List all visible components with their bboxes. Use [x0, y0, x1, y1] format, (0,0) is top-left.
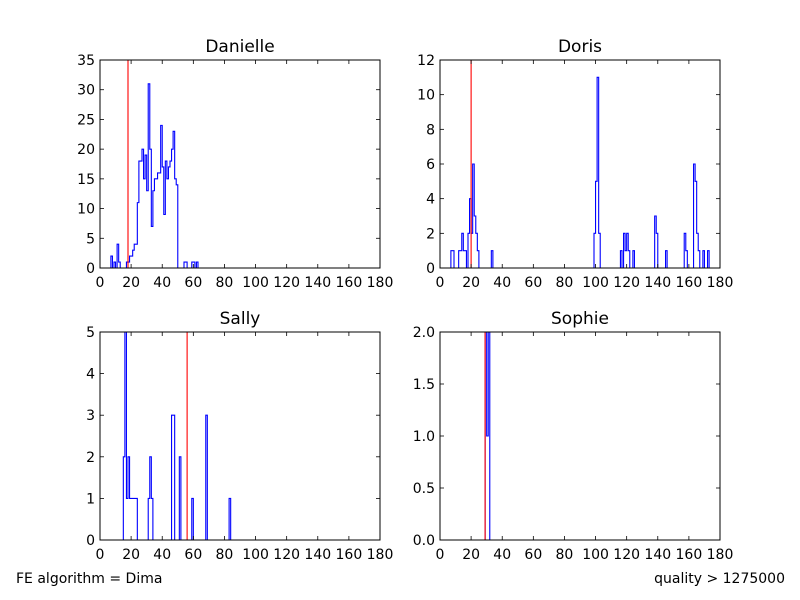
- x-tick-label: 160: [336, 547, 363, 563]
- y-tick-label: 20: [77, 142, 95, 158]
- plot-area: [440, 60, 720, 268]
- y-tick-label: 8: [426, 122, 435, 138]
- y-tick-label: 2: [86, 450, 95, 466]
- y-tick-label: 2: [426, 226, 435, 242]
- subplot-title: Doris: [558, 37, 602, 57]
- y-tick-label: 0: [426, 261, 435, 277]
- x-tick-label: 0: [96, 275, 105, 291]
- x-tick-label: 80: [216, 547, 234, 563]
- x-tick-label: 80: [556, 547, 574, 563]
- x-tick-label: 100: [582, 547, 609, 563]
- plot-frame: [439, 331, 721, 541]
- subplot-title: Danielle: [205, 37, 274, 57]
- plot-frame: [439, 59, 721, 269]
- histogram-outline: [484, 332, 491, 540]
- y-tick-label: 15: [77, 172, 95, 188]
- subplot-title: Sophie: [551, 309, 609, 329]
- y-tick-label: 6: [426, 157, 435, 173]
- y-tick-label: 2.0: [413, 325, 435, 341]
- x-tick-label: 120: [273, 547, 300, 563]
- y-tick-label: 30: [77, 83, 95, 99]
- x-tick-label: 40: [153, 547, 171, 563]
- histogram-series: [450, 60, 711, 268]
- x-tick-label: 120: [273, 275, 300, 291]
- x-tick-label: 140: [644, 275, 671, 291]
- x-tick-label: 60: [184, 275, 202, 291]
- histogram-series: [122, 332, 233, 540]
- subplot-doris: 0 20 40 60 80 100 120 140 160 180 0 2 4 6 8 10 12 Doris: [417, 37, 733, 291]
- x-tick-label: 120: [613, 275, 640, 291]
- plot-frame: [99, 331, 381, 541]
- x-tick-label: 160: [676, 547, 703, 563]
- x-tick-label: 40: [153, 275, 171, 291]
- x-tick-label: 140: [304, 547, 331, 563]
- x-tick-label: 20: [462, 275, 480, 291]
- y-tick-label: 1.5: [413, 377, 435, 393]
- x-tick-label: 140: [304, 275, 331, 291]
- y-tick-label: 1: [86, 491, 95, 507]
- x-tick-label: 20: [122, 275, 140, 291]
- subplot-sophie: 0 20 40 60 80 100 120 140 160 180 0.0 0.5 1.0 1.5 2.0 S…: [413, 309, 734, 563]
- y-tick-label: 5: [86, 325, 95, 341]
- plot-frame: [99, 59, 381, 269]
- x-tick-label: 160: [676, 275, 703, 291]
- plot-area: [100, 332, 380, 540]
- footer-algorithm-label: FE algorithm = Dima: [16, 571, 163, 587]
- y-tick-label: 10: [77, 202, 95, 218]
- x-tick-label: 120: [613, 547, 640, 563]
- y-tick-label: 4: [426, 192, 435, 208]
- y-tick-label: 25: [77, 112, 95, 128]
- x-tick-label: 140: [644, 547, 671, 563]
- plot-area: [100, 60, 380, 268]
- histogram-outline: [450, 76, 711, 268]
- y-tick-label: 12: [417, 53, 435, 69]
- histogram-outline: [122, 332, 233, 540]
- x-tick-label: 180: [707, 547, 734, 563]
- x-tick-label: 180: [367, 275, 394, 291]
- x-tick-label: 0: [436, 275, 445, 291]
- y-tick-label: 3: [86, 408, 95, 424]
- x-tick-label: 80: [216, 275, 234, 291]
- y-tick-label: 35: [77, 53, 95, 69]
- plot-area: [440, 332, 720, 540]
- x-tick-label: 60: [524, 547, 542, 563]
- x-tick-label: 60: [524, 275, 542, 291]
- y-tick-label: 0.0: [413, 533, 435, 549]
- footer-quality-label: quality > 1275000: [654, 571, 785, 587]
- histogram-series: [484, 332, 491, 540]
- histogram-outline: [110, 83, 200, 268]
- subplot-danielle: 0 20 40 60 80 100 120 140 160 180 0 5 10 15 20 25 30 35 Da…: [77, 37, 393, 291]
- y-tick-label: 10: [417, 88, 435, 104]
- x-tick-label: 100: [242, 547, 269, 563]
- x-tick-label: 100: [582, 275, 609, 291]
- x-tick-label: 40: [493, 275, 511, 291]
- histogram-series: [110, 60, 200, 268]
- x-tick-label: 100: [242, 275, 269, 291]
- x-tick-label: 40: [493, 547, 511, 563]
- x-tick-label: 0: [436, 547, 445, 563]
- subplot-title: Sally: [220, 309, 261, 329]
- x-tick-label: 0: [96, 547, 105, 563]
- y-tick-label: 0: [86, 261, 95, 277]
- x-tick-label: 20: [122, 547, 140, 563]
- y-tick-label: 5: [86, 231, 95, 247]
- y-tick-label: 0.5: [413, 481, 435, 497]
- x-tick-label: 80: [556, 275, 574, 291]
- y-tick-label: 4: [86, 367, 95, 383]
- x-tick-label: 160: [336, 275, 363, 291]
- y-tick-label: 0: [86, 533, 95, 549]
- subplot-sally: 0 20 40 60 80 100 120 140 160 180 0 1 2 3 4 5 Sally: [86, 309, 393, 563]
- y-tick-label: 1.0: [413, 429, 435, 445]
- x-tick-label: 180: [707, 275, 734, 291]
- x-tick-label: 60: [184, 547, 202, 563]
- x-tick-label: 180: [367, 547, 394, 563]
- x-tick-label: 20: [462, 547, 480, 563]
